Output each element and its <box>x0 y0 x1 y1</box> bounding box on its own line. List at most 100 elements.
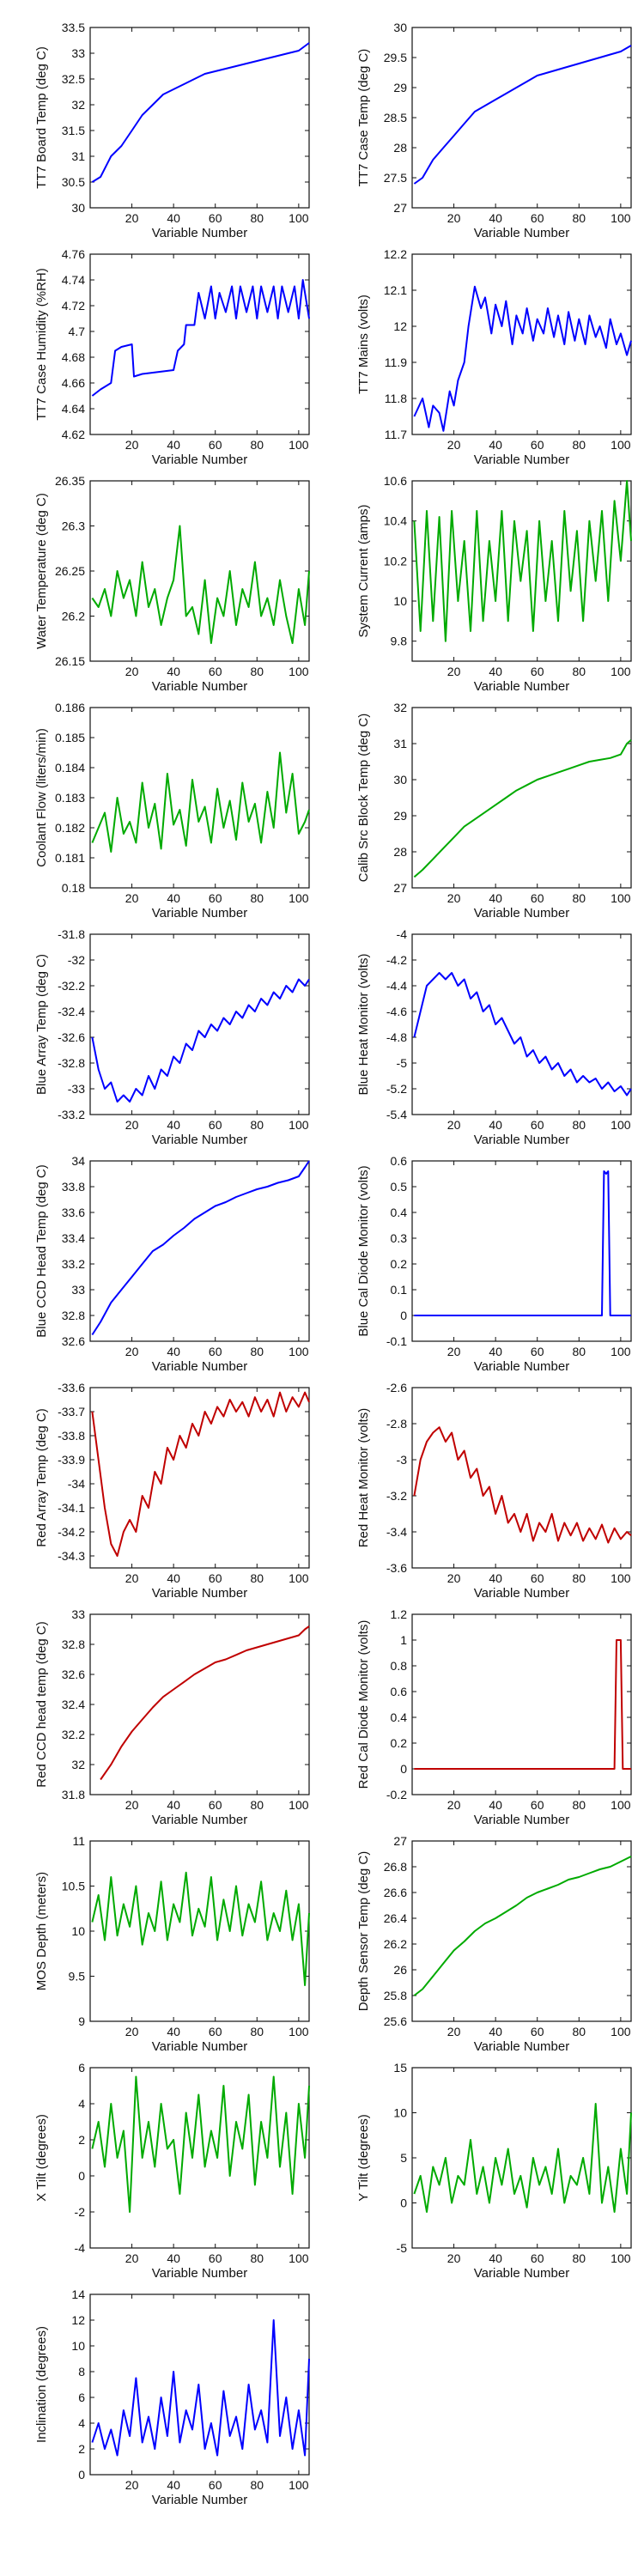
x-tick-label: 80 <box>572 1345 586 1358</box>
x-tick-label: 80 <box>572 665 586 678</box>
x-tick-label: 20 <box>125 1571 139 1585</box>
y-tick-label: 4.66 <box>62 376 85 390</box>
x-tick-label: 60 <box>209 2478 222 2492</box>
y-tick-label: 0.181 <box>55 851 85 865</box>
x-tick-label: 40 <box>167 2025 180 2038</box>
y-tick-label: -4 <box>397 927 408 941</box>
y-tick-label: -33.8 <box>58 1429 85 1443</box>
y-tick-label: 0.185 <box>55 731 85 744</box>
y-tick-label: -33.7 <box>58 1405 85 1419</box>
y-tick-label: 0 <box>78 2169 85 2183</box>
x-tick-label: 20 <box>125 891 139 905</box>
y-tick-label: 0.5 <box>391 1180 408 1194</box>
y-tick-label: 0.3 <box>391 1231 408 1245</box>
y-tick-label: 28 <box>393 845 407 859</box>
x-tick-label: 60 <box>209 665 222 678</box>
x-tick-label: 40 <box>167 438 180 452</box>
series-line <box>413 45 632 185</box>
y-tick-label: 26.25 <box>55 564 85 578</box>
x-tick-label: 20 <box>125 211 139 225</box>
y-tick-label: 0.186 <box>55 701 85 714</box>
y-tick-label: 32.8 <box>62 1309 85 1322</box>
x-tick-label: 20 <box>447 1571 461 1585</box>
plot-frame <box>89 253 310 435</box>
y-tick-label: 33.6 <box>62 1206 85 1219</box>
y-axis-label: MOS Depth (meters) <box>34 1872 49 1990</box>
y-tick-label: 33.4 <box>62 1231 85 1245</box>
y-tick-label: 10 <box>71 1924 85 1938</box>
y-axis-label: Red Array Temp (deg C) <box>34 1408 49 1546</box>
y-tick-label: 8 <box>78 2365 85 2379</box>
x-tick-label: 40 <box>167 211 180 225</box>
y-axis-label: Blue Array Temp (deg C) <box>34 954 49 1095</box>
x-axis-label: Variable Number <box>152 453 247 467</box>
plot-frame <box>89 1840 310 2022</box>
x-tick-label: 100 <box>611 1118 631 1132</box>
series-line <box>100 1625 310 1781</box>
y-tick-label: -4.6 <box>386 1005 407 1018</box>
series-line <box>91 751 310 853</box>
y-tick-label: 9.5 <box>69 1970 86 1984</box>
chart-panel-17: 9 9.5 10 10.5 11 20 40 60 80 100 Variable Number MO… <box>34 1834 310 2054</box>
y-tick-label: 0.1 <box>391 1283 408 1297</box>
y-tick-label: 10.5 <box>62 1880 85 1893</box>
x-tick-label: 20 <box>447 665 461 678</box>
y-tick-label: -33.6 <box>58 1381 85 1394</box>
y-tick-label: 0.183 <box>55 791 85 805</box>
series-line <box>413 1856 632 1996</box>
x-tick-label: 100 <box>289 2251 309 2265</box>
y-axis-label: TT7 Mains (volts) <box>356 295 371 394</box>
chart-panel-8: 27 28 29 30 31 32 20 40 60 80 100 Variable Number Ca… <box>356 701 632 920</box>
x-tick-label: 100 <box>611 1571 631 1585</box>
chart-panel-14: -3.6 -3.4 -3.2 -3 -2.8 -2.6 20 40 60 80 100 Variabl… <box>356 1381 632 1601</box>
y-axis-label: Depth Sensor Temp (deg C) <box>356 1851 371 2011</box>
y-tick-label: 30 <box>71 201 85 215</box>
x-tick-label: 20 <box>447 891 461 905</box>
chart-panel-20: -5 0 5 10 15 20 40 60 80 100 Variable Number Y Tilt… <box>356 2061 632 2281</box>
x-axis-label: Variable Number <box>474 2039 569 2054</box>
y-tick-label: 4 <box>78 2097 85 2111</box>
series-line <box>414 1170 631 1316</box>
x-tick-label: 40 <box>167 2478 180 2492</box>
x-tick-label: 60 <box>209 1345 222 1358</box>
x-tick-label: 80 <box>250 1118 264 1132</box>
y-tick-label: -5 <box>397 2241 408 2255</box>
x-tick-label: 40 <box>167 2251 180 2265</box>
x-axis-label: Variable Number <box>474 1359 569 1374</box>
plot-frame <box>89 933 310 1115</box>
x-axis-label: Variable Number <box>152 2493 247 2507</box>
x-tick-label: 100 <box>289 2025 309 2038</box>
x-tick-label: 80 <box>250 2478 264 2492</box>
series-line <box>413 739 632 878</box>
y-axis-label: Calib Src Block Temp (deg C) <box>356 714 371 882</box>
x-tick-label: 100 <box>289 211 309 225</box>
y-tick-label: -5.4 <box>386 1108 407 1121</box>
x-tick-label: 80 <box>250 1798 264 1812</box>
y-tick-label: 29.5 <box>384 51 407 64</box>
y-tick-label: 6 <box>78 2391 85 2404</box>
x-tick-label: 20 <box>447 438 461 452</box>
y-tick-label: 32 <box>71 1758 85 1771</box>
plot-frame <box>411 1613 632 1795</box>
y-tick-label: 4.74 <box>62 273 85 287</box>
y-axis-label: TT7 Board Temp (deg C) <box>34 46 49 189</box>
y-tick-label: 4.68 <box>62 350 85 364</box>
y-axis-label: Coolant Flow (liters/min) <box>34 728 49 867</box>
y-tick-label: -4 <box>75 2241 86 2255</box>
y-tick-label: 26.4 <box>384 1911 407 1925</box>
x-axis-label: Variable Number <box>474 906 569 920</box>
x-tick-label: 20 <box>125 438 139 452</box>
x-tick-label: 60 <box>531 1118 544 1132</box>
x-tick-label: 100 <box>611 891 631 905</box>
y-tick-label: 1.2 <box>391 1607 408 1621</box>
x-tick-label: 80 <box>572 1798 586 1812</box>
y-tick-label: 32.8 <box>62 1637 85 1651</box>
x-tick-label: 100 <box>611 2025 631 2038</box>
x-tick-label: 40 <box>167 665 180 678</box>
y-tick-label: -34 <box>68 1477 85 1491</box>
y-tick-label: 2 <box>78 2442 85 2456</box>
plot-frame <box>89 1160 310 1342</box>
y-tick-label: 32 <box>71 98 85 112</box>
y-tick-label: 0.184 <box>55 761 85 775</box>
